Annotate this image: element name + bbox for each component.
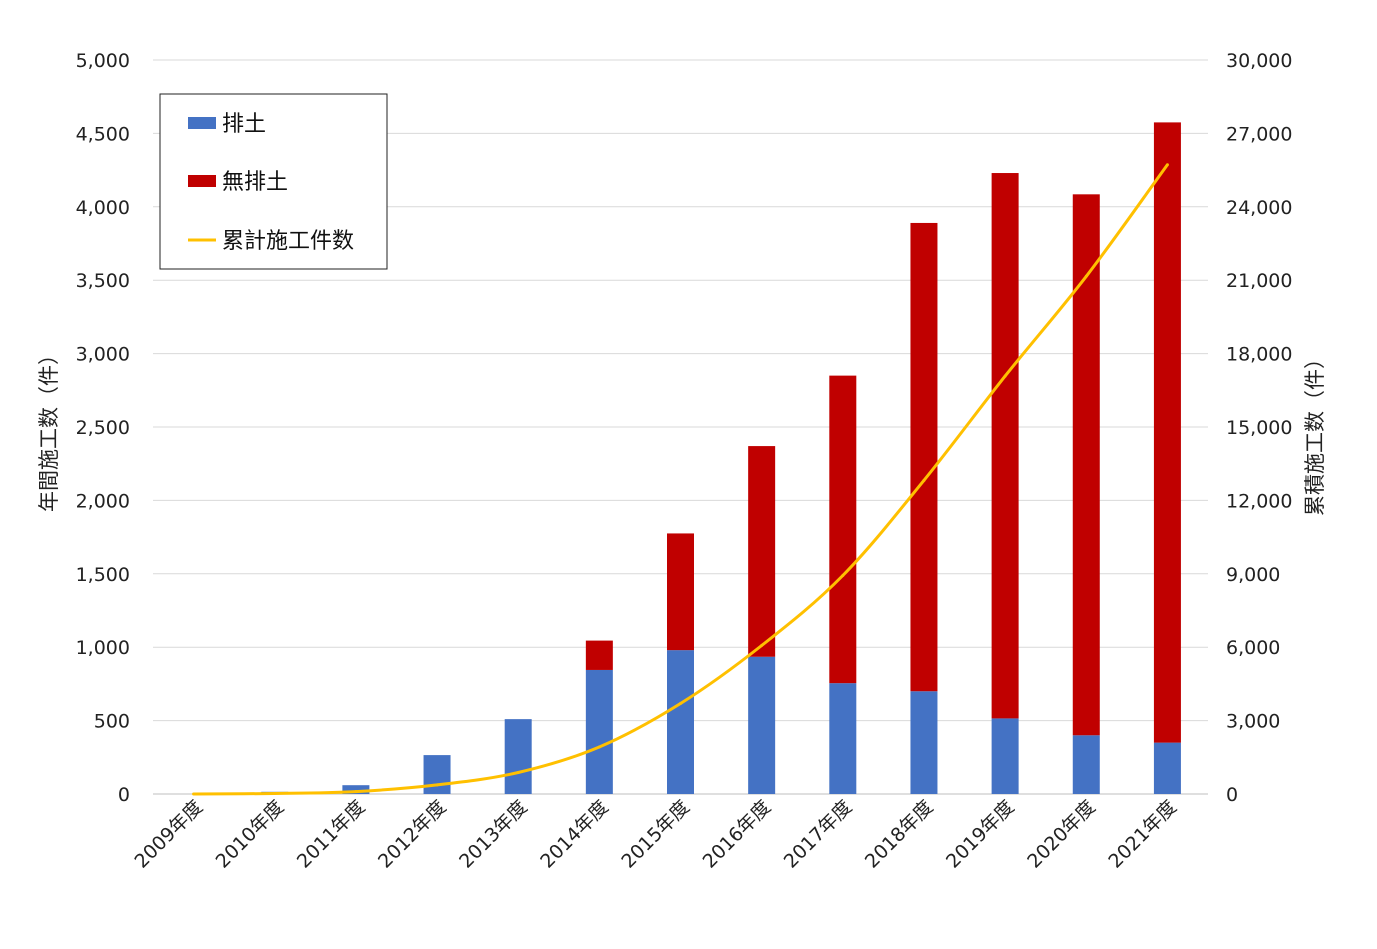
left-tick-label: 3,500: [76, 270, 130, 292]
bar-haido-10: [991, 718, 1019, 794]
bar-haido-8: [829, 683, 857, 794]
left-tick-label: 500: [94, 711, 130, 733]
bar-muhaido-5: [585, 640, 613, 670]
bar-muhaido-11: [1072, 194, 1100, 736]
left-tick-label: 2,500: [76, 417, 130, 439]
bar-haido-5: [585, 669, 613, 794]
cumulative-point-6: [679, 701, 682, 705]
cumulative-point-0: [192, 792, 196, 796]
legend-label-haido: 排土: [222, 112, 266, 137]
left-tick-label: 2,000: [76, 490, 130, 512]
x-tick-label: 2010年度: [212, 796, 289, 873]
cumulative-point-8: [841, 574, 845, 578]
right-tick-label: 15,000: [1226, 417, 1292, 439]
bar-haido-11: [1072, 735, 1100, 794]
right-axis-title: 累積施工数（件）: [1303, 348, 1327, 516]
right-tick-label: 9,000: [1226, 564, 1280, 586]
right-tick-label: 24,000: [1226, 197, 1292, 219]
legend-label-muhaido: 無排土: [222, 170, 288, 195]
bar-haido-3: [423, 755, 451, 794]
x-tick-label: 2015年度: [617, 796, 694, 873]
x-axis-ticks: 2009年度 2010年度 2011年度 2012年度 2013年度 2014年度 2015…: [130, 796, 1180, 873]
bar-muhaido-8: [829, 375, 857, 684]
cumulative-point-9: [922, 478, 926, 482]
x-tick-label: 2020年度: [1023, 796, 1100, 873]
x-tick-label: 2017年度: [780, 796, 857, 873]
bar-haido-6: [667, 650, 694, 794]
left-tick-label: 1,000: [76, 637, 130, 659]
bar-muhaido-7: [748, 446, 776, 657]
cumulative-point-4: [516, 770, 520, 774]
left-tick-label: 4,000: [76, 197, 130, 219]
left-tick-label: 5,000: [76, 50, 130, 72]
x-tick-label: 2013年度: [455, 796, 532, 873]
cumulative-line: [193, 163, 1169, 796]
right-tick-label: 12,000: [1226, 490, 1292, 512]
cumulative-point-3: [435, 783, 439, 787]
cumulative-line-layer: [192, 163, 1169, 796]
left-axis-ticks: 0 500 1,000 1,500 2,000 2,500 3,000 3,500 4,000 4…: [76, 50, 130, 806]
x-tick-label: 2016年度: [699, 796, 776, 873]
x-tick-label: 2009年度: [130, 796, 207, 873]
right-tick-label: 30,000: [1226, 50, 1292, 72]
cumulative-point-5: [597, 745, 601, 749]
cumulative-point-10: [1003, 374, 1007, 378]
x-tick-label: 2018年度: [861, 796, 938, 873]
right-tick-label: 6,000: [1226, 637, 1280, 659]
cumulative-point-7: [760, 643, 764, 647]
right-tick-label: 3,000: [1226, 711, 1280, 733]
cumulative-point-1: [273, 792, 277, 796]
x-tick-label: 2019年度: [942, 796, 1019, 873]
right-tick-label: 18,000: [1226, 344, 1292, 366]
bar-muhaido-12: [1153, 122, 1181, 743]
x-tick-label: 2012年度: [374, 796, 451, 873]
bar-muhaido-6: [667, 533, 694, 651]
left-tick-label: 3,000: [76, 344, 130, 366]
bar-haido-7: [748, 656, 776, 794]
bar-haido-4: [504, 719, 532, 794]
legend-swatch-muhaido: [188, 175, 216, 187]
cumulative-point-12: [1165, 163, 1169, 167]
right-tick-label: 0: [1226, 784, 1238, 806]
bars: [261, 122, 1181, 794]
legend-swatch-haido: [188, 117, 216, 129]
legend-label-cumulative: 累計施工件数: [222, 229, 354, 254]
cumulative-point-2: [354, 790, 358, 794]
right-tick-label: 27,000: [1226, 123, 1292, 145]
left-tick-label: 0: [118, 784, 130, 806]
left-axis-title: 年間施工数（件）: [37, 344, 61, 512]
right-axis-ticks: 0 3,000 6,000 9,000 12,000 15,000 18,000 21,000…: [1226, 50, 1292, 806]
x-tick-label: 2011年度: [293, 796, 370, 873]
left-tick-label: 4,500: [76, 123, 130, 145]
bar-muhaido-9: [910, 222, 938, 692]
bar-haido-2: [342, 785, 370, 794]
bar-haido-12: [1153, 742, 1181, 794]
right-tick-label: 21,000: [1226, 270, 1292, 292]
x-tick-label: 2014年度: [536, 796, 613, 873]
gridlines: [153, 59, 1208, 795]
bar-muhaido-10: [991, 173, 1019, 719]
cumulative-point-11: [1084, 274, 1088, 278]
left-tick-label: 1,500: [76, 564, 130, 586]
x-tick-label: 2021年度: [1104, 796, 1181, 873]
legend: 排土 無排土 累計施工件数: [159, 93, 388, 270]
bar-haido-9: [910, 691, 938, 794]
